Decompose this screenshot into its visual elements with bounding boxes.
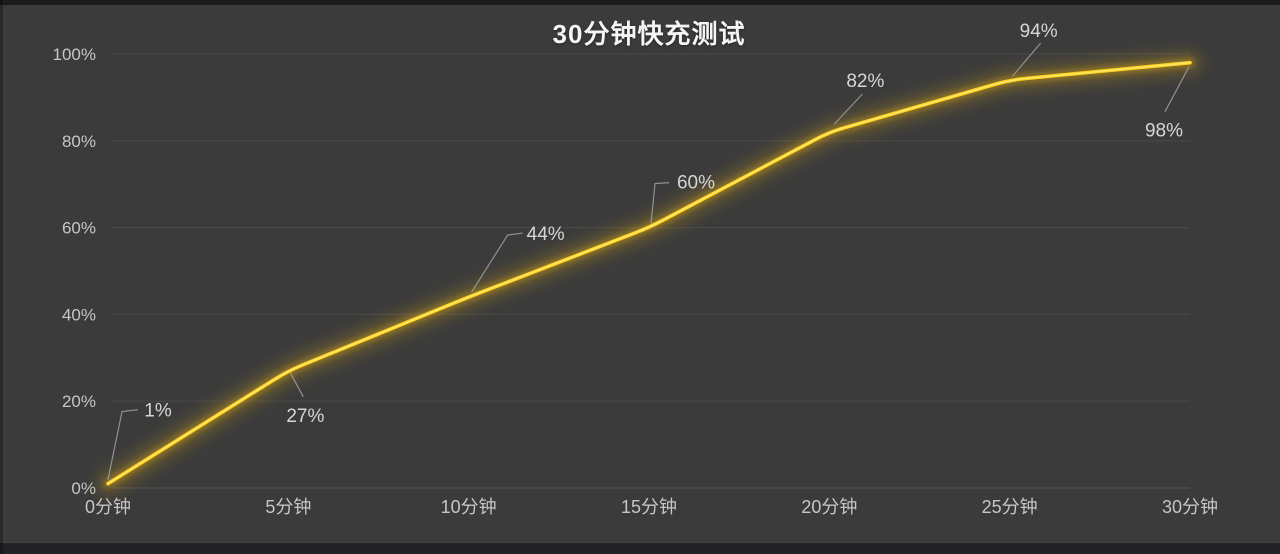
y-axis-tick-label: 40% (62, 305, 96, 324)
data-label-leader (1164, 66, 1190, 112)
data-point-label: 27% (286, 406, 324, 427)
data-label-leader (289, 372, 304, 398)
data-point-label: 82% (846, 71, 884, 92)
data-point-label: 60% (677, 173, 715, 194)
data-label-leader (107, 409, 139, 480)
letterbox-left (0, 0, 3, 554)
chart-title: 30分钟快充测试 (552, 19, 746, 49)
data-point-label: 98% (1145, 121, 1183, 142)
data-line-highlight (107, 62, 1191, 485)
line-glow-outer (96, 50, 1202, 496)
x-axis-tick-label: 25分钟 (982, 497, 1038, 517)
data-label-leader (833, 93, 863, 125)
letterbox-bottom (0, 542, 1280, 554)
data-label-leader (650, 182, 670, 224)
data-line (106, 60, 1192, 486)
y-axis-tick-label: 20% (62, 392, 96, 411)
x-axis-tick-label: 0分钟 (85, 497, 131, 517)
line-glow-inner (103, 58, 1195, 489)
x-axis-tick-label: 15分钟 (621, 497, 677, 517)
data-point-label: 94% (1020, 21, 1058, 42)
y-axis-tick-label: 0% (71, 479, 96, 498)
letterbox-top (0, 0, 1280, 5)
data-label-leader (471, 232, 523, 293)
y-axis-tick-label: 60% (62, 219, 96, 238)
y-axis-tick-label: 100% (53, 45, 96, 64)
data-point-label: 44% (527, 224, 565, 245)
y-axis-tick-label: 80% (62, 132, 96, 151)
x-axis-tick-label: 10分钟 (441, 497, 497, 517)
data-point-label: 1% (144, 401, 172, 422)
data-label-leader (1012, 42, 1042, 77)
x-axis-tick-label: 30分钟 (1162, 497, 1218, 517)
x-axis-tick-label: 5分钟 (265, 497, 311, 517)
x-axis-tick-label: 20分钟 (801, 497, 857, 517)
